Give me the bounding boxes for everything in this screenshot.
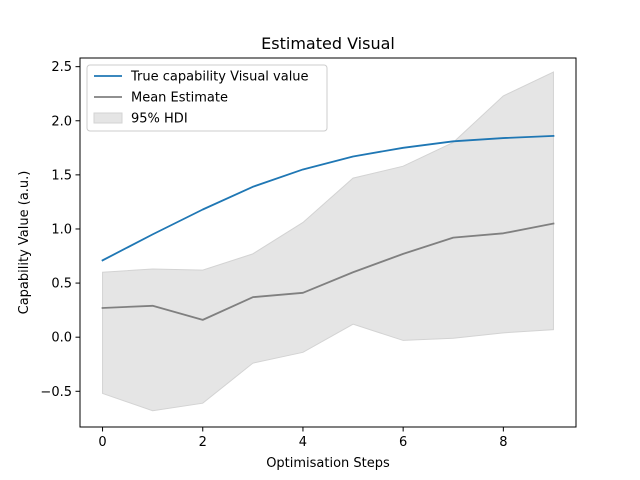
x-axis-ticks: 0 2 4 6 8	[98, 427, 507, 450]
y-tick-label: 0.0	[51, 331, 72, 346]
hdi-band-layer	[102, 71, 554, 412]
x-axis-label: Optimisation Steps	[266, 456, 390, 471]
x-tick-label: 4	[299, 435, 307, 450]
y-tick-label: 0.5	[51, 277, 72, 292]
mean-estimate-line	[101, 222, 555, 321]
legend: True capability Visual value Mean Estimat…	[86, 64, 328, 132]
y-tick-label: 2.0	[51, 114, 72, 129]
series-lines-layer	[101, 134, 555, 321]
legend-swatch-band	[93, 112, 123, 124]
x-tick-label: 0	[98, 435, 106, 450]
hdi-band	[102, 71, 554, 412]
legend-items: True capability Visual value Mean Estimat…	[93, 70, 309, 127]
x-tick-label: 2	[199, 435, 207, 450]
plot-area	[101, 71, 555, 412]
x-tick-label: 6	[399, 435, 407, 450]
x-tick-label: 8	[499, 435, 507, 450]
y-axis-ticks: −0.5 0.0 0.5 1.0 1.5 2.0 2.5	[40, 60, 80, 400]
chart-title: Estimated Visual	[261, 34, 395, 53]
y-tick-label: −0.5	[40, 385, 72, 400]
legend-label: 95% HDI	[131, 112, 188, 127]
legend-label: True capability Visual value	[130, 70, 309, 85]
y-tick-label: 2.5	[51, 60, 72, 75]
y-axis-label: Capability Value (a.u.)	[17, 171, 32, 315]
true-value-line	[101, 134, 555, 262]
legend-frame	[86, 64, 328, 132]
legend-label: Mean Estimate	[131, 91, 228, 106]
y-tick-label: 1.0	[51, 222, 72, 237]
plot-frame	[79, 57, 577, 428]
y-tick-label: 1.5	[51, 168, 72, 183]
